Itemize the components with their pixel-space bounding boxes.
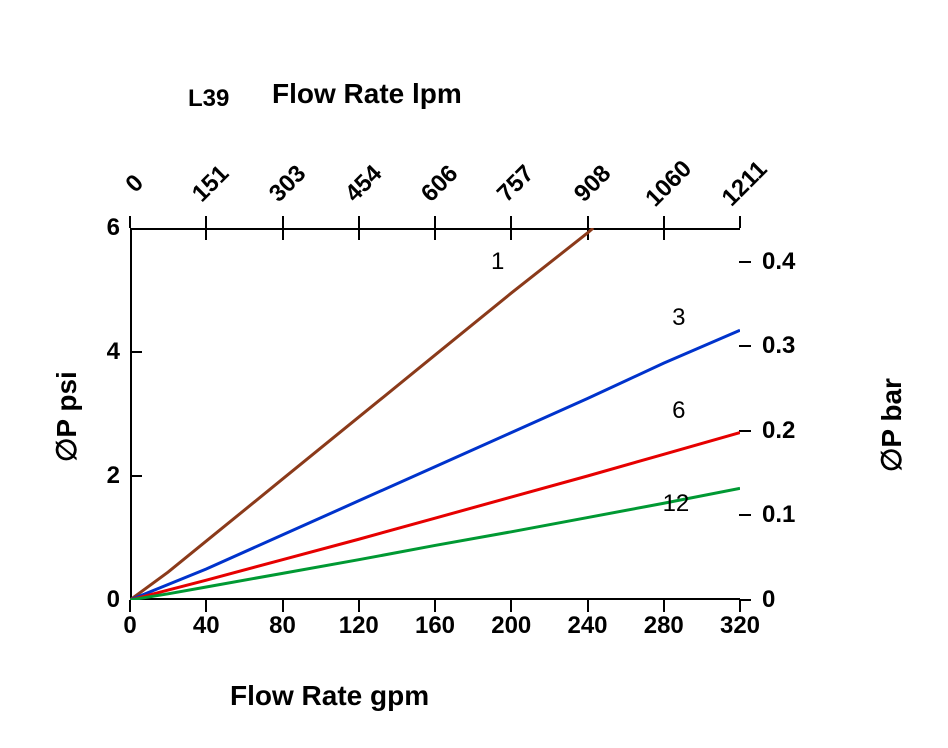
series-line-3 bbox=[130, 330, 740, 600]
series-line-12 bbox=[130, 488, 740, 600]
series-lines bbox=[0, 0, 948, 748]
series-label-1: 1 bbox=[491, 248, 504, 276]
series-label-6: 6 bbox=[672, 397, 685, 425]
series-line-1 bbox=[130, 228, 593, 600]
series-label-12: 12 bbox=[663, 490, 690, 518]
chart-root: L39 Flow Rate lpm Flow Rate gpm ∅P psi ∅… bbox=[0, 0, 948, 748]
series-line-6 bbox=[130, 433, 740, 600]
series-label-3: 3 bbox=[672, 304, 685, 332]
